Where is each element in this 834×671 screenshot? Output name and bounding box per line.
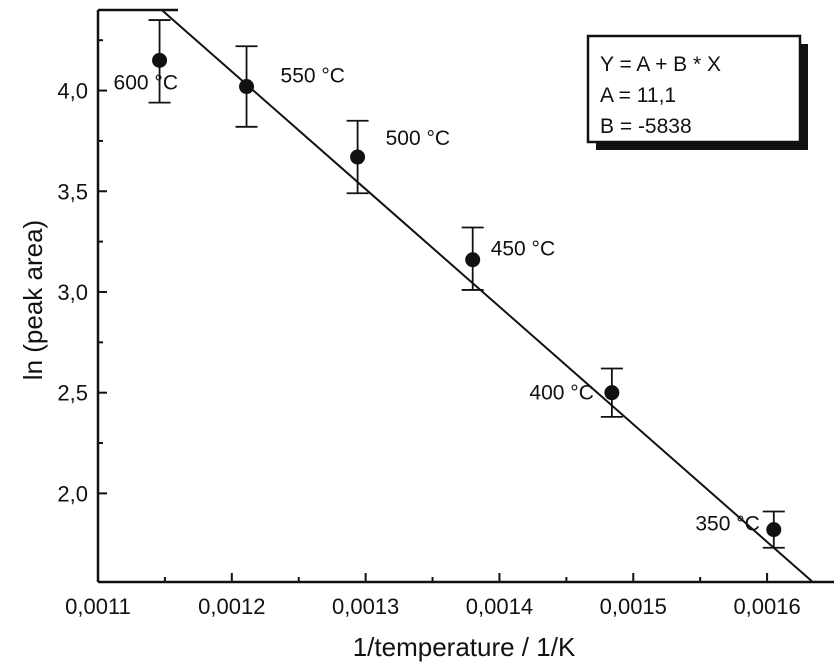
data-point xyxy=(152,52,168,68)
data-point-label: 600 °C xyxy=(114,71,178,94)
data-point-group: 350 °C xyxy=(695,510,785,549)
y-tick-label: 4,0 xyxy=(57,79,88,104)
data-point xyxy=(239,79,255,95)
legend-a-value: A = 11,1 xyxy=(600,84,676,107)
data-point-group: 400 °C xyxy=(529,367,623,418)
y-tick-label: 3,5 xyxy=(57,179,88,204)
legend-box: Y = A + B * X A = 11,1 B = -5838 xyxy=(586,34,808,150)
data-point-label: 350 °C xyxy=(695,513,759,536)
data-point-label: 400 °C xyxy=(529,382,593,405)
data-point xyxy=(604,385,620,401)
data-point-label: 550 °C xyxy=(281,65,345,88)
data-point-group: 600 °C xyxy=(114,19,178,104)
fit-line xyxy=(161,9,814,583)
x-axis-title: 1/temperature / 1/K xyxy=(353,632,576,662)
y-tick-label: 2,5 xyxy=(57,381,88,406)
x-tick-label: 0,0015 xyxy=(600,594,667,619)
legend-equation: Y = A + B * X xyxy=(600,53,721,76)
x-tick-label: 0,0016 xyxy=(733,594,800,619)
data-point-label: 450 °C xyxy=(491,238,555,261)
data-point xyxy=(465,252,481,268)
x-tick-label: 0,0012 xyxy=(198,594,265,619)
legend-b-value: B = -5838 xyxy=(600,115,692,138)
data-point-group: 550 °C xyxy=(235,45,345,128)
data-point xyxy=(350,149,366,165)
legend-frame xyxy=(586,34,802,144)
x-tick-label: 0,0013 xyxy=(332,594,399,619)
x-tick-label: 0,0011 xyxy=(65,594,131,619)
data-point-group: 500 °C xyxy=(346,119,450,195)
data-point-group: 450 °C xyxy=(461,226,555,291)
y-tick-label: 2,0 xyxy=(57,481,88,506)
y-tick-label: 3,0 xyxy=(57,280,88,305)
data-point-label: 500 °C xyxy=(386,127,450,150)
x-tick-label: 0,0014 xyxy=(466,594,533,619)
data-point xyxy=(766,522,782,538)
y-axis-title: ln (peak area) xyxy=(18,220,48,380)
plot-area: 0,0011 0,0012 0,0013 0,0014 0,0015 0,0016 2,0 2… xyxy=(57,8,834,619)
